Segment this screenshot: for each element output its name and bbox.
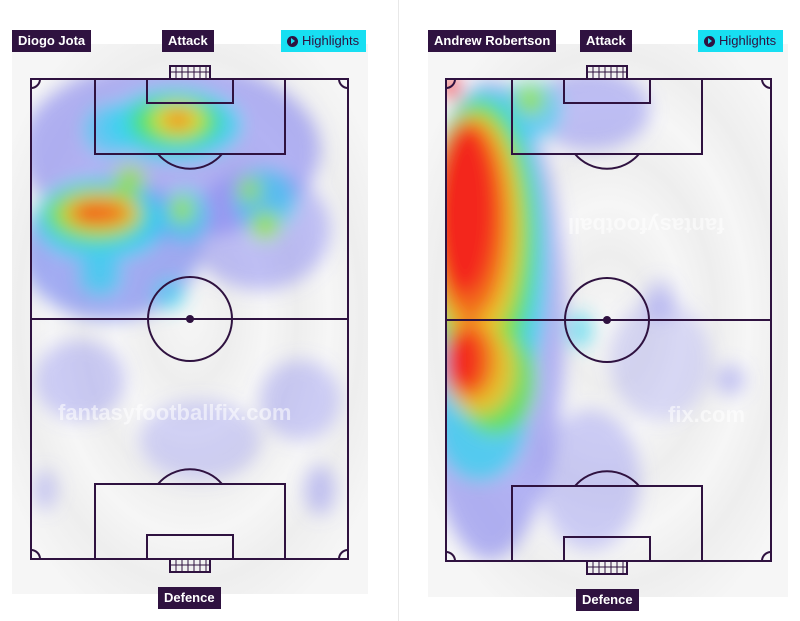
goal-nets bbox=[170, 66, 210, 572]
pitch-heatmap bbox=[428, 44, 788, 597]
highlights-label: Highlights bbox=[302, 33, 360, 48]
center-spot bbox=[603, 316, 611, 324]
play-icon bbox=[704, 35, 715, 47]
highlights-label: Highlights bbox=[719, 33, 777, 48]
center-spot bbox=[186, 315, 194, 323]
pitch-heatmap bbox=[12, 44, 368, 594]
heat-layer bbox=[30, 78, 340, 515]
highlights-button[interactable]: Highlights bbox=[281, 30, 367, 52]
heatmap-panel-right: fantasyfootball fix.com Andrew Robertson… bbox=[400, 0, 800, 621]
defence-label: Defence bbox=[158, 587, 221, 609]
goal-nets bbox=[587, 66, 627, 574]
heatmap-panel-left: fantasyfootballfix.com Diogo Jota Attack… bbox=[0, 0, 398, 621]
defence-label: Defence bbox=[576, 589, 639, 611]
player-name-label: Andrew Robertson bbox=[428, 30, 557, 52]
attack-label: Attack bbox=[580, 30, 632, 52]
panel-divider bbox=[398, 0, 399, 621]
attack-label: Attack bbox=[162, 30, 214, 52]
player-name-label: Diogo Jota bbox=[12, 30, 92, 52]
play-icon bbox=[287, 35, 298, 47]
highlights-button[interactable]: Highlights bbox=[698, 30, 784, 52]
